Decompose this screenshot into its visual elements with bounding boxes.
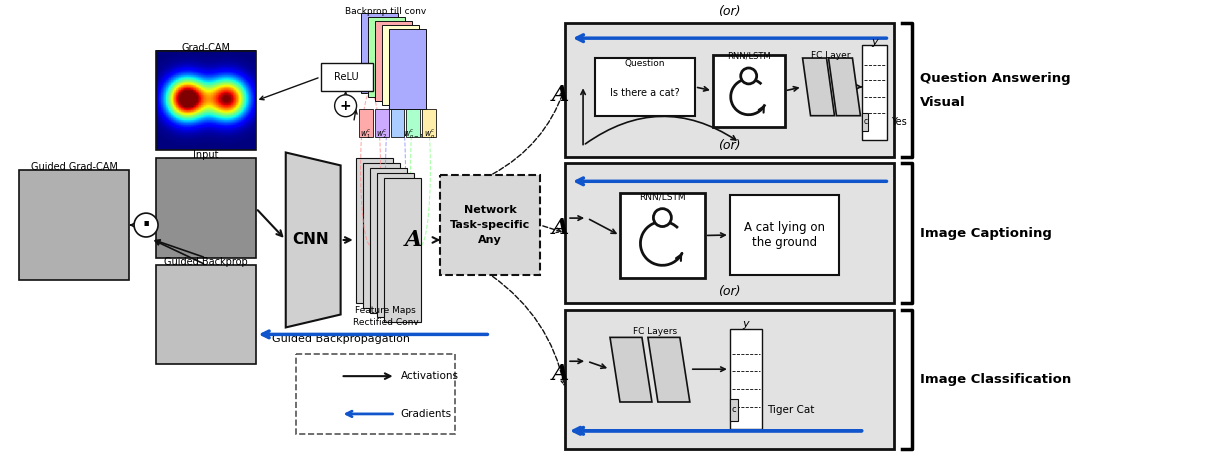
Text: RNN/LSTM: RNN/LSTM (727, 51, 770, 60)
Text: Rectified Conv: Rectified Conv (353, 318, 418, 327)
Bar (384, 178, 422, 323)
Bar (712, 55, 785, 127)
Text: Network: Network (463, 205, 516, 215)
Text: y: y (872, 37, 878, 47)
Polygon shape (647, 337, 690, 402)
Circle shape (653, 209, 672, 226)
Polygon shape (803, 58, 835, 116)
Text: Guided Backprop: Guided Backprop (164, 257, 248, 267)
Text: Feature Maps: Feature Maps (356, 305, 416, 314)
Text: c: c (863, 117, 868, 126)
Polygon shape (286, 153, 341, 327)
Text: (or): (or) (718, 285, 741, 298)
Bar (423, 109, 436, 136)
Text: RNN/LSTM: RNN/LSTM (639, 192, 685, 201)
Text: Is there a cat?: Is there a cat? (611, 88, 679, 98)
Text: Task-specific: Task-specific (450, 220, 531, 230)
Text: $w_{n-1}^c$: $w_{n-1}^c$ (403, 127, 424, 141)
Bar (368, 17, 406, 97)
Bar (374, 109, 389, 136)
Bar (565, 23, 894, 157)
Bar (729, 329, 761, 429)
Bar (20, 170, 129, 280)
Bar (565, 310, 894, 449)
Text: Any: Any (478, 235, 503, 245)
Text: A cat lying on
the ground: A cat lying on the ground (744, 221, 825, 249)
Bar (440, 175, 541, 275)
Bar (358, 109, 373, 136)
Text: Input: Input (194, 150, 218, 161)
Text: A: A (552, 217, 569, 239)
Text: Image Classification: Image Classification (921, 373, 1072, 386)
Bar (156, 158, 256, 258)
Text: Image Captioning: Image Captioning (921, 226, 1052, 240)
Text: ·: · (141, 213, 151, 237)
Circle shape (335, 95, 357, 117)
Text: FC Layers: FC Layers (633, 327, 677, 336)
Text: Activations: Activations (401, 371, 459, 381)
Bar (381, 25, 419, 105)
Bar (595, 58, 695, 116)
Bar (565, 163, 894, 303)
Text: A: A (405, 229, 422, 251)
Bar (369, 169, 407, 312)
Text: (or): (or) (718, 139, 741, 152)
Bar (620, 193, 705, 278)
Bar (156, 51, 256, 150)
Text: Backprop till conv: Backprop till conv (345, 7, 427, 16)
Bar (862, 45, 888, 140)
Text: Visual: Visual (921, 96, 966, 109)
Text: c: c (732, 405, 736, 414)
Text: Yes: Yes (891, 117, 907, 127)
Text: A: A (552, 363, 569, 385)
Text: Tiger Cat: Tiger Cat (766, 405, 814, 415)
Bar (356, 158, 394, 303)
Text: Guided Grad-CAM: Guided Grad-CAM (31, 163, 118, 172)
Text: Gradients: Gradients (401, 409, 451, 419)
Text: Guided Backpropagation: Guided Backpropagation (272, 334, 409, 344)
Bar (363, 163, 401, 308)
Bar (321, 63, 373, 91)
Text: $w_n^c$: $w_n^c$ (424, 127, 435, 141)
Circle shape (741, 68, 756, 84)
Text: +: + (340, 99, 352, 113)
Text: y: y (743, 319, 749, 330)
Bar (376, 173, 414, 318)
Bar (156, 265, 256, 364)
Text: Question: Question (625, 59, 666, 68)
Bar (862, 113, 868, 131)
Text: $w_1^c$: $w_1^c$ (359, 127, 371, 141)
Text: (or): (or) (718, 5, 741, 18)
Text: CNN: CNN (292, 233, 329, 248)
Bar (360, 14, 398, 93)
Bar (729, 195, 840, 275)
Text: Grad-CAM: Grad-CAM (181, 43, 230, 53)
Polygon shape (829, 58, 861, 116)
Text: ReLU: ReLU (335, 72, 359, 82)
Polygon shape (611, 337, 652, 402)
Text: $w_2^c$: $w_2^c$ (375, 127, 387, 141)
Bar (407, 109, 421, 136)
Bar (389, 29, 427, 109)
Text: A: A (552, 85, 569, 106)
Circle shape (134, 213, 158, 237)
Text: Question Answering: Question Answering (921, 72, 1072, 85)
Bar (374, 21, 412, 101)
Text: FC Layer: FC Layer (810, 51, 851, 60)
Bar (391, 109, 405, 136)
Bar (729, 399, 738, 421)
Bar (295, 354, 455, 434)
